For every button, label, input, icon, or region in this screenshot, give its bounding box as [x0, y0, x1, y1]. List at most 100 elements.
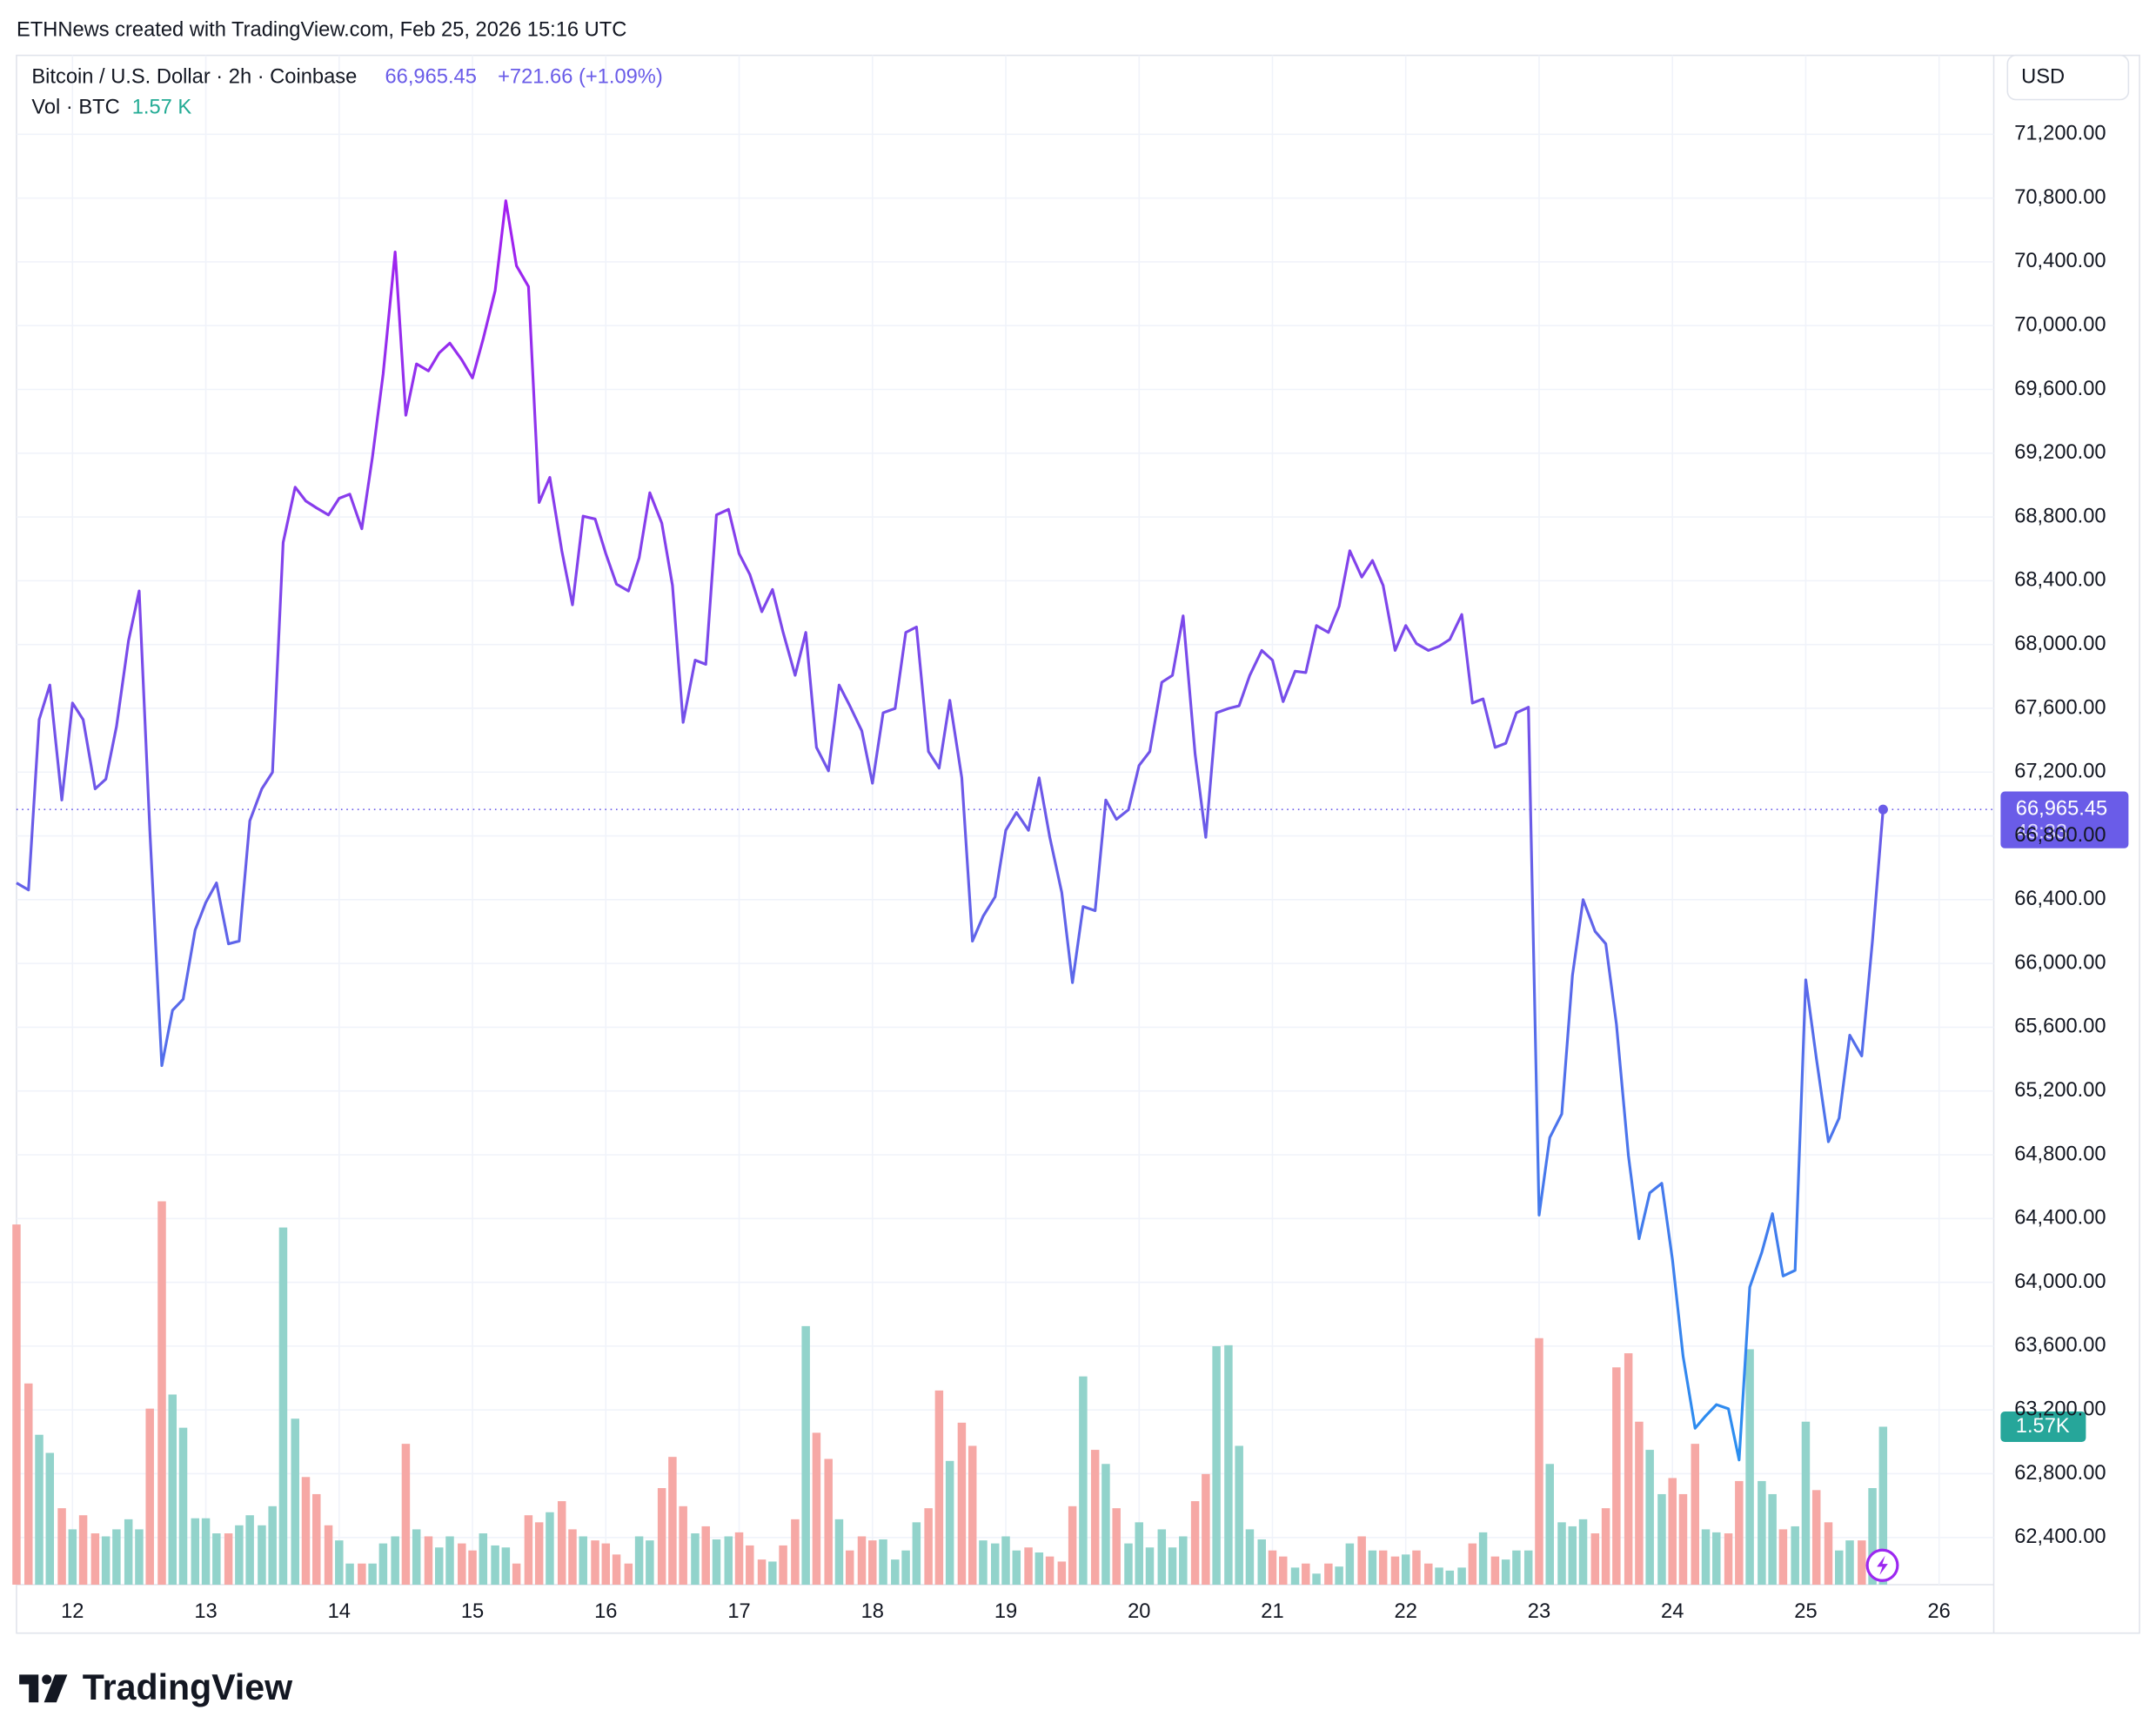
volume-bar: [991, 1543, 1000, 1586]
volume-bar: [1424, 1563, 1433, 1586]
currency[interactable]: USD: [2021, 64, 2065, 88]
currency-button[interactable]: [2006, 54, 2130, 101]
volume-bar: [1302, 1563, 1310, 1586]
volume-bar: [1624, 1353, 1633, 1586]
symbol-title: Bitcoin / U.S. Dollar · 2h · Coinbase: [31, 64, 357, 88]
x-tick-label: 21: [1261, 1599, 1283, 1623]
volume-bar: [1701, 1529, 1711, 1586]
volume-bar: [1545, 1464, 1554, 1586]
volume-bar: [1090, 1450, 1100, 1586]
volume-bar: [1190, 1501, 1200, 1586]
volume-bar: [1501, 1559, 1510, 1586]
volume-bar: [1557, 1522, 1566, 1586]
volume-bar: [278, 1227, 288, 1586]
price-change: +721.66 (+1.09%): [498, 64, 663, 88]
volume-bar: [724, 1536, 733, 1586]
y-tick-label: 69,600.00: [2014, 377, 2106, 400]
x-tick-label: 23: [1528, 1599, 1550, 1623]
volume-bar: [358, 1563, 366, 1586]
volume-bar: [1691, 1444, 1700, 1586]
volume-bar: [378, 1543, 388, 1586]
volume-bar: [1645, 1450, 1654, 1586]
volume-bar: [1101, 1464, 1110, 1586]
volume-bar: [1590, 1533, 1600, 1586]
countdown: 43:33: [2016, 820, 2067, 843]
volume-bar: [90, 1533, 100, 1586]
volume-bar: [491, 1545, 499, 1586]
volume-bar: [657, 1488, 666, 1586]
y-tick-label: 68,000.00: [2014, 632, 2106, 655]
x-tick-label: 18: [861, 1599, 884, 1623]
volume-bar: [1145, 1547, 1155, 1586]
volume-bar: [534, 1522, 544, 1586]
volume-bar: [501, 1547, 511, 1586]
volume-bar: [791, 1519, 800, 1586]
volume-bar: [834, 1519, 844, 1586]
volume-bar: [245, 1515, 254, 1586]
volume-bar: [1112, 1508, 1121, 1586]
x-tick-label: 16: [594, 1599, 617, 1623]
volume-bar: [968, 1445, 977, 1586]
volume-bar: [1335, 1566, 1343, 1586]
volume-bar: [268, 1505, 277, 1586]
volume-bar: [335, 1540, 344, 1586]
volume-bar: [45, 1452, 55, 1586]
y-tick-label: 64,400.00: [2014, 1206, 2106, 1230]
volume-bar: [779, 1545, 787, 1586]
y-tick-label: 65,200.00: [2014, 1078, 2106, 1102]
volume-bar: [1612, 1367, 1621, 1586]
x-tick-label: 17: [727, 1599, 750, 1623]
volume-bar: [1778, 1529, 1788, 1586]
volume-bar: [1345, 1543, 1355, 1586]
volume-bar: [646, 1540, 654, 1586]
y-tick-label: 70,400.00: [2014, 249, 2106, 272]
alert-bolt[interactable]: [1877, 1555, 1888, 1575]
volume-bar: [258, 1525, 266, 1586]
volume-bar: [1478, 1532, 1488, 1586]
volume-bar: [812, 1432, 821, 1586]
y-tick-label: 67,200.00: [2014, 759, 2106, 782]
x-tick-label: 22: [1395, 1599, 1417, 1623]
volume-bar: [1045, 1556, 1055, 1586]
y-tick-label: 63,600.00: [2014, 1333, 2106, 1357]
logo-mark: [44, 1674, 68, 1703]
volume-bar: [1435, 1567, 1443, 1586]
brand: TradingView: [83, 1667, 293, 1707]
volume-bar: [235, 1525, 244, 1586]
x-tick-label: 15: [461, 1599, 484, 1623]
volume-bar: [401, 1444, 411, 1586]
volume-bar: [1412, 1550, 1421, 1586]
volume-bar: [1390, 1556, 1400, 1586]
last-price-tag-label: 66,965.45: [2016, 796, 2107, 820]
volume-bar: [224, 1533, 233, 1586]
volume-bar: [445, 1536, 454, 1586]
volume-bar: [1791, 1525, 1799, 1586]
volume-bar: [824, 1458, 833, 1586]
volume-bar: [868, 1540, 877, 1586]
volume-bar: [734, 1532, 744, 1586]
volume-bar: [691, 1533, 700, 1586]
last-price-tag: [2000, 791, 2129, 848]
y-tick-label: 68,400.00: [2014, 568, 2106, 592]
volume-bar: [957, 1422, 967, 1586]
volume-bar: [879, 1539, 887, 1586]
volume-bar: [424, 1536, 433, 1586]
x-tick-label: 19: [994, 1599, 1017, 1623]
volume-bar: [1168, 1547, 1177, 1586]
volume-bar: [1378, 1550, 1388, 1586]
volume-bar: [412, 1529, 421, 1586]
volume-bar: [112, 1529, 121, 1586]
volume-bar: [1490, 1556, 1500, 1586]
volume-bar: [634, 1536, 644, 1586]
alert-icon[interactable]: [1865, 1548, 1899, 1582]
volume-bar: [178, 1427, 188, 1586]
volume-bar: [479, 1533, 488, 1586]
volume-bar: [1024, 1547, 1033, 1586]
volume-tag: [2000, 1411, 2086, 1442]
y-tick-label: 70,800.00: [2014, 185, 2106, 209]
volume-bar: [312, 1493, 321, 1586]
x-tick-label: 20: [1128, 1599, 1150, 1623]
y-tick-label: 62,800.00: [2014, 1461, 2106, 1485]
volume-bar: [1057, 1561, 1067, 1586]
last-price: 66,965.45: [385, 64, 477, 88]
